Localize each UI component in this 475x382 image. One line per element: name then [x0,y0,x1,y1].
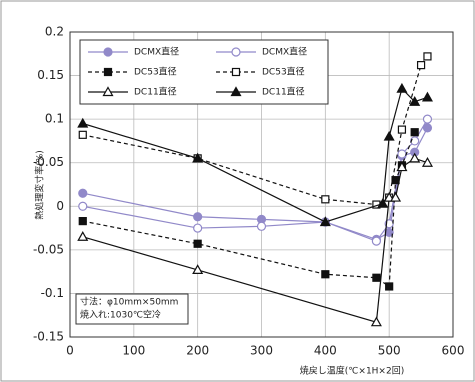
y-axis-label: 熱処理変寸率(%) [34,150,46,220]
marker [321,270,330,279]
annotation: 寸法：φ10mm×50mm [80,296,178,308]
marker [231,67,241,77]
marker [422,123,433,133]
x-tick-label: 100 [122,344,145,358]
marker [78,217,87,226]
y-tick-label: 0.2 [45,25,64,39]
marker [321,195,330,204]
y-tick-label: -0.05 [33,155,64,169]
marker [423,52,432,61]
marker [396,161,408,172]
marker [409,152,421,163]
y-tick-label: 0 [56,199,64,213]
marker [372,273,381,282]
marker [377,197,389,208]
legend-label: DC53直径 [262,66,305,78]
y-tick-label: -0.15 [33,330,64,344]
marker [193,239,202,248]
y-tick-label: 0.1 [45,112,64,126]
x-tick-label: 200 [186,344,209,358]
x-tick-label: 300 [250,344,273,358]
marker [422,114,433,124]
marker [421,156,433,167]
marker [397,149,407,159]
annotation-box [75,293,189,325]
marker [192,152,204,163]
legend-label: DC53直径 [134,66,177,78]
x-axis-label: 焼戻し温度(℃×1H×2回) [300,365,404,377]
marker [78,130,87,139]
x-tick-label: 0 [66,344,74,358]
marker [102,86,114,97]
marker [385,282,394,291]
marker [193,212,203,222]
marker [103,47,113,57]
legend-label: DCMX直径 [134,46,179,58]
y-tick-label: -0.05 [33,242,64,256]
marker [193,223,203,233]
marker [231,47,241,57]
marker [230,86,242,97]
marker [410,128,419,137]
marker [319,216,331,227]
marker [396,82,408,93]
x-tick-label: 500 [378,344,401,358]
y-tick-label: -0.1 [41,286,64,300]
marker [77,231,89,241]
marker [78,188,88,198]
legend-label: DC11直径 [262,86,305,98]
marker [421,91,433,102]
marker [409,95,421,106]
marker [397,125,407,134]
y-tick-label: 0.15 [37,68,64,82]
x-tick-label: 400 [314,344,337,358]
marker [371,236,381,246]
legend-label: DC11直径 [134,86,177,98]
marker [78,201,88,211]
marker [383,191,395,202]
marker [390,191,402,202]
marker [77,117,89,128]
marker [416,61,426,70]
marker [192,264,204,274]
annotation: 焼入れ:1030℃空冷 [80,309,161,321]
series-line [82,87,428,223]
x-tick-label: 600 [442,344,465,358]
legend-box [79,39,329,105]
marker [383,130,395,141]
plot-border [69,31,454,338]
marker [103,67,113,77]
marker [256,221,267,231]
marker [370,316,382,327]
legend-label: DCMX直径 [262,46,307,58]
